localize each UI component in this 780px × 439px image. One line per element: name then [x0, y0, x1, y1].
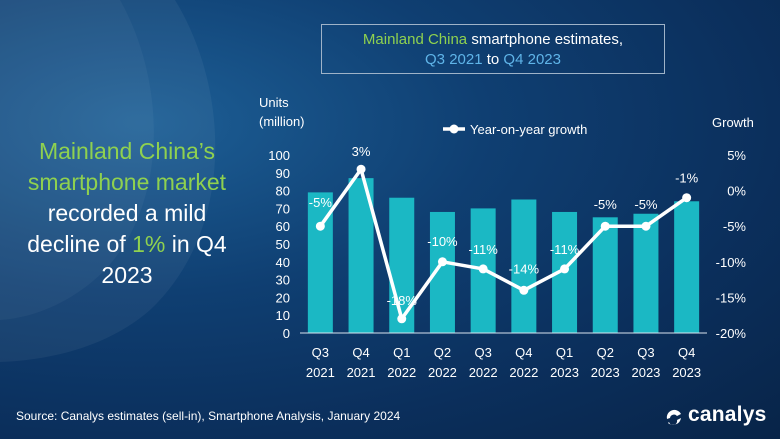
left-tick-label: 60: [276, 219, 290, 234]
right-tick-label: -20%: [716, 326, 747, 341]
left-axis-label-line-1: Units: [259, 95, 289, 110]
canalys-logo-icon: [666, 409, 681, 425]
right-axis-label: Growth: [712, 115, 754, 130]
headline-part-2: recorded a mild decline of: [27, 200, 207, 257]
x-tick-label-quarter: Q4: [352, 345, 369, 360]
left-tick-label: 20: [276, 290, 290, 305]
growth-point: [478, 264, 488, 274]
growth-point: [519, 285, 529, 295]
canalys-logo: canalys: [664, 403, 766, 427]
growth-data-label: -10%: [427, 234, 458, 249]
headline: Mainland China’s smartphone market recor…: [14, 136, 240, 291]
x-tick-label-quarter: Q2: [597, 345, 614, 360]
growth-data-label: -11%: [550, 242, 580, 257]
x-tick-label-year: 2023: [672, 365, 701, 380]
x-tick-label-year: 2023: [631, 365, 660, 380]
x-tick-label-year: 2022: [509, 365, 538, 380]
x-tick-label-year: 2022: [387, 365, 416, 380]
title-start-period: Q3 2021: [425, 51, 483, 68]
growth-point: [560, 264, 570, 274]
growth-data-label: -11%: [468, 242, 498, 257]
title-text: smartphone estimates,: [467, 31, 624, 48]
growth-point: [641, 221, 651, 231]
left-axis-label-line-2: (million): [259, 114, 305, 129]
headline-part-4: in Q4 2023: [101, 231, 227, 288]
growth-point: [682, 193, 692, 203]
source-note: Source: Canalys estimates (sell-in), Sma…: [16, 409, 401, 423]
x-tick-label-quarter: Q4: [678, 345, 695, 360]
growth-data-label: -14%: [509, 261, 540, 276]
growth-point: [437, 257, 447, 267]
left-tick-label: 30: [276, 273, 290, 288]
title-highlight-market: Mainland China: [362, 31, 468, 48]
right-tick-label: -5%: [723, 219, 747, 234]
bar: [633, 213, 659, 333]
bar: [389, 197, 415, 333]
growth-point: [356, 164, 366, 174]
left-tick-label: 90: [276, 166, 290, 181]
left-tick-label: 0: [283, 326, 290, 341]
x-tick-label-quarter: Q4: [515, 345, 532, 360]
headline-percent: 1%: [132, 231, 166, 257]
x-tick-label-quarter: Q1: [556, 345, 573, 360]
x-tick-label-quarter: Q2: [434, 345, 451, 360]
right-tick-label: 5%: [727, 148, 746, 163]
growth-data-label: 3%: [352, 144, 371, 159]
left-tick-label: 50: [276, 237, 290, 252]
x-tick-label-quarter: Q3: [637, 345, 654, 360]
legend-point-swatch: [449, 124, 459, 134]
right-tick-label: -15%: [716, 290, 747, 305]
chart-title-box: Mainland China smartphone estimates, Q3 …: [321, 24, 665, 74]
growth-data-label: -5%: [309, 195, 333, 210]
x-tick-label-year: 2022: [469, 365, 498, 380]
title-to: to: [482, 51, 504, 68]
left-tick-label: 40: [276, 255, 290, 270]
left-tick-label: 100: [268, 148, 290, 163]
growth-data-label: -5%: [634, 197, 658, 212]
growth-data-label: -1%: [675, 171, 699, 186]
bar: [511, 199, 537, 333]
x-tick-label-quarter: Q1: [393, 345, 410, 360]
bar: [674, 201, 700, 333]
x-tick-label-year: 2021: [306, 365, 335, 380]
growth-line: [318, 167, 688, 321]
x-tick-label-quarter: Q3: [474, 345, 491, 360]
x-tick-label-year: 2023: [591, 365, 620, 380]
legend-label: Year-on-year growth: [470, 122, 587, 137]
x-tick-label-year: 2022: [428, 365, 457, 380]
left-tick-label: 80: [276, 184, 290, 199]
growth-data-label: -18%: [387, 293, 418, 308]
x-tick-label-year: 2021: [347, 365, 376, 380]
canalys-logo-text: canalys: [688, 403, 767, 426]
growth-data-label: -5%: [594, 197, 618, 212]
growth-point: [600, 221, 610, 231]
right-tick-label: 0%: [727, 184, 746, 199]
title-end-period: Q4 2023: [503, 51, 561, 68]
left-tick-label: 70: [276, 201, 290, 216]
growth-point: [315, 221, 325, 231]
x-tick-label-quarter: Q3: [312, 345, 329, 360]
left-tick-label: 10: [276, 308, 290, 323]
growth-point: [397, 314, 407, 324]
headline-part-1: Mainland China’s smartphone market: [27, 138, 227, 195]
right-tick-label: -10%: [716, 255, 747, 270]
x-tick-label-year: 2023: [550, 365, 579, 380]
